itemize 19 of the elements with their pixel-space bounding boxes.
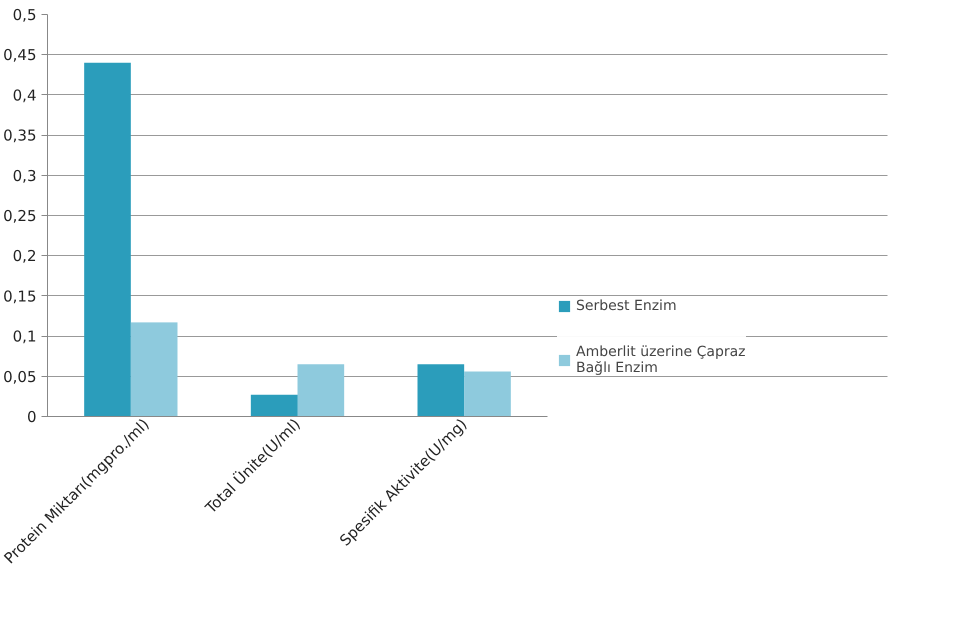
y-tick-label: 0,25 <box>3 207 37 225</box>
bar <box>464 371 511 416</box>
y-tick-label: 0,5 <box>12 6 37 24</box>
y-tick-label: 0,45 <box>3 46 37 64</box>
bar <box>84 62 131 416</box>
y-tick-label: 0,1 <box>12 328 37 346</box>
y-tick-label: 0,05 <box>3 368 37 386</box>
legend-label: Amberlit üzerine Çapraz Bağlı Enzim <box>576 344 746 376</box>
bar <box>298 364 344 416</box>
y-tick-label: 0,3 <box>12 166 37 185</box>
y-tick-label: 0,15 <box>3 287 37 306</box>
y-tick-label: 0,2 <box>12 247 37 266</box>
bar <box>418 364 464 416</box>
legend-label: Serbest Enzim <box>576 298 677 314</box>
y-tick-label: 0,35 <box>3 126 37 145</box>
bar <box>130 322 178 416</box>
bar <box>250 394 298 416</box>
y-tick-label: 0 <box>26 408 37 426</box>
y-tick-label: 0,4 <box>12 86 37 104</box>
